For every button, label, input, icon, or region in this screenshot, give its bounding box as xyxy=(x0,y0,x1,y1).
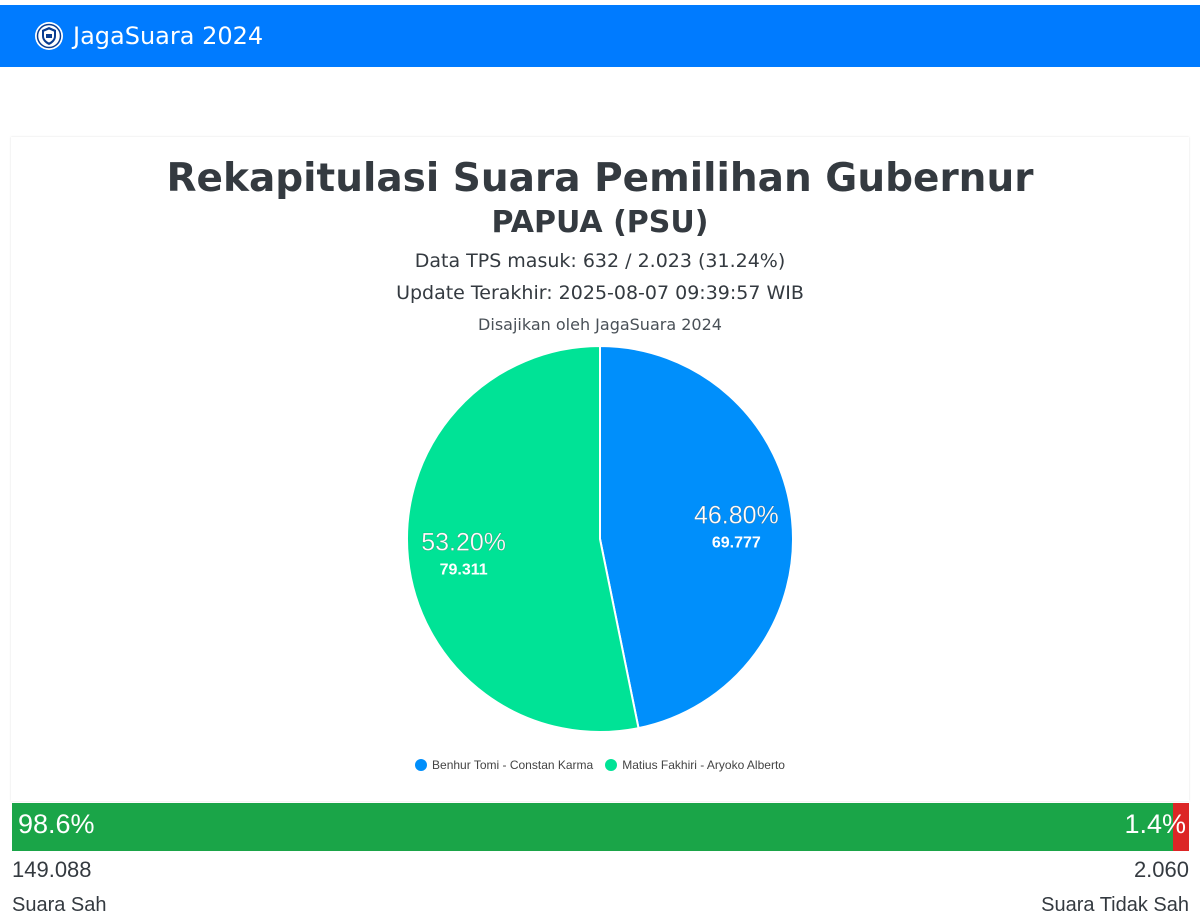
valid-caption: Suara Sah xyxy=(12,894,107,916)
top-strip xyxy=(0,0,1200,5)
valid-percent-label: 98.6% xyxy=(18,809,95,839)
last-update-text: Update Terakhir: 2025-08-07 09:39:57 WIB xyxy=(396,282,804,304)
legend-label-1: Benhur Tomi - Constan Karma xyxy=(432,758,594,772)
chart-legend: Benhur Tomi - Constan Karma Matius Fakhi… xyxy=(0,758,1200,772)
presented-by-text: Disajikan oleh JagaSuara 2024 xyxy=(478,315,722,334)
pie-slice-2[interactable] xyxy=(406,344,640,733)
region-title: PAPUA (PSU) xyxy=(491,205,709,240)
page-title: Rekapitulasi Suara Pemilihan Gubernur xyxy=(166,156,1034,201)
pie-chart: 46.80% 69.777 53.20% 79.311 xyxy=(406,344,794,733)
invalid-votes-fill xyxy=(1172,803,1189,851)
slice-percent-label-1: 46.80% xyxy=(694,501,779,529)
legend-item-candidate-2[interactable]: Matius Fakhiri - Aryoko Alberto xyxy=(605,758,785,772)
legend-marker-2 xyxy=(605,759,618,771)
navbar-brand[interactable]: JagaSuara 2024 xyxy=(34,21,263,51)
navbar: JagaSuara 2024 xyxy=(0,5,1200,67)
invalid-count: 2.060 xyxy=(1133,857,1189,882)
valid-count: 149.088 xyxy=(12,857,92,882)
vote-validity-bar xyxy=(12,803,1189,851)
legend-label-2: Matius Fakhiri - Aryoko Alberto xyxy=(622,758,785,772)
slice-value-label-2: 79.311 xyxy=(440,562,488,579)
pie-slice-1[interactable] xyxy=(599,344,794,730)
brand-title: JagaSuara 2024 xyxy=(73,22,264,50)
legend-item-candidate-1[interactable]: Benhur Tomi - Constan Karma xyxy=(415,758,593,772)
invalid-caption: Suara Tidak Sah xyxy=(1041,894,1189,916)
shield-logo-icon xyxy=(35,22,63,50)
slice-value-label-1: 69.777 xyxy=(712,534,761,551)
tps-progress-text: Data TPS masuk: 632 / 2.023 (31.24%) xyxy=(414,250,786,272)
valid-votes-fill xyxy=(12,803,1173,851)
slice-percent-label-2: 53.20% xyxy=(421,529,506,557)
invalid-percent-label: 1.4% xyxy=(1124,809,1186,839)
legend-marker-1 xyxy=(415,759,428,771)
